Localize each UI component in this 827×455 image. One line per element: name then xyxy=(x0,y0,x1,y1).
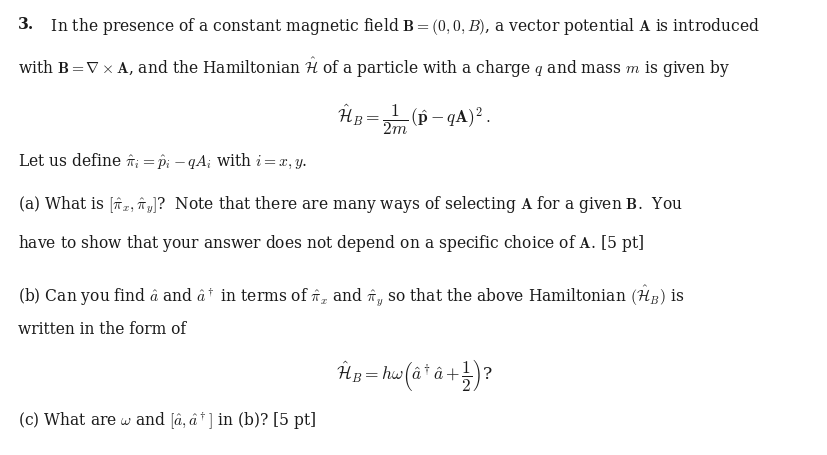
Text: (c) What are $\omega$ and $[\hat{a}, \hat{a}^\dagger]$ in (b)? [5 pt]: (c) What are $\omega$ and $[\hat{a}, \ha… xyxy=(18,410,316,431)
Text: (b) Can you find $\hat{a}$ and $\hat{a}^\dagger$ in terms of $\hat{\pi}_x$ and $: (b) Can you find $\hat{a}$ and $\hat{a}^… xyxy=(18,283,684,308)
Text: $\hat{\mathcal{H}}_B = \dfrac{1}{2m}\,(\hat{\mathbf{p}} - q\mathbf{A})^2\,.$: $\hat{\mathcal{H}}_B = \dfrac{1}{2m}\,(\… xyxy=(337,103,490,137)
Text: $\hat{\mathcal{H}}_B = h\omega\left(\hat{a}^\dagger\hat{a} + \dfrac{1}{2}\right): $\hat{\mathcal{H}}_B = h\omega\left(\hat… xyxy=(335,357,492,393)
Text: In the presence of a constant magnetic field $\mathbf{B} = (0, 0, B)$, a vector : In the presence of a constant magnetic f… xyxy=(45,16,758,37)
Text: 3.: 3. xyxy=(18,16,35,33)
Text: (a) What is $[\hat{\pi}_x, \hat{\pi}_y]$?  Note that there are many ways of sele: (a) What is $[\hat{\pi}_x, \hat{\pi}_y]$… xyxy=(18,195,682,216)
Text: written in the form of: written in the form of xyxy=(18,321,186,338)
Text: with $\mathbf{B} = \nabla \times \mathbf{A}$, and the Hamiltonian $\hat{\mathcal: with $\mathbf{B} = \nabla \times \mathbf… xyxy=(18,56,729,80)
Text: Let us define $\hat{\pi}_i = \hat{p}_i - qA_i$ with $i = x, y$.: Let us define $\hat{\pi}_i = \hat{p}_i -… xyxy=(18,152,308,171)
Text: have to show that your answer does not depend on a specific choice of $\mathbf{A: have to show that your answer does not d… xyxy=(18,233,643,254)
